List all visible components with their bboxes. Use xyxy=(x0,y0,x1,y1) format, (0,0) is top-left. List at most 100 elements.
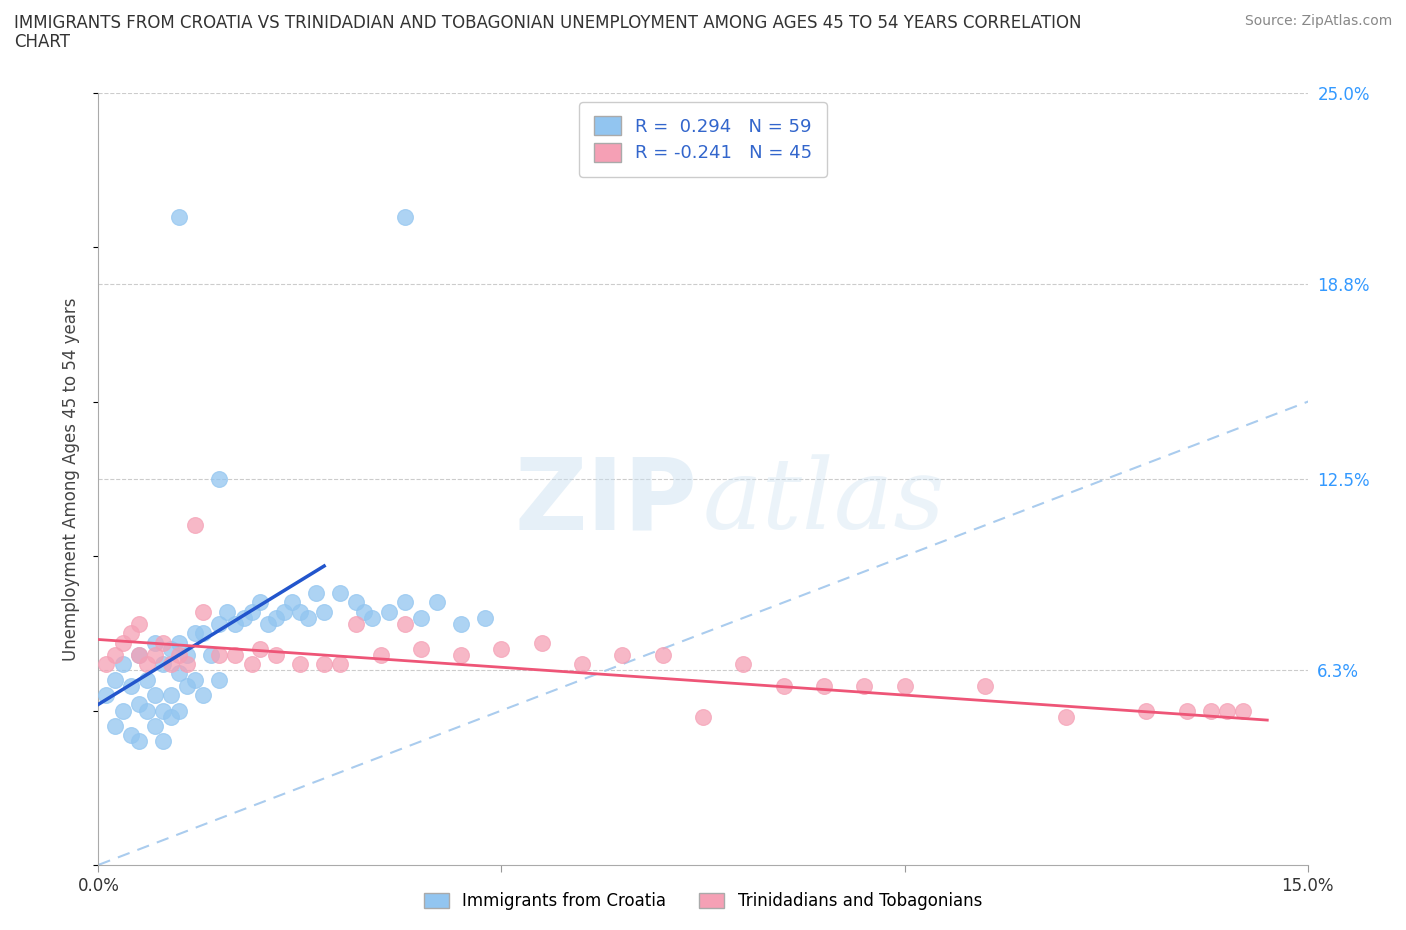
Point xyxy=(450,617,472,631)
Point xyxy=(361,610,384,625)
Point xyxy=(1216,703,1239,718)
Point xyxy=(1199,703,1222,718)
Point xyxy=(474,610,496,625)
Point xyxy=(152,657,174,671)
Point xyxy=(120,626,142,641)
Point xyxy=(96,687,118,702)
Point xyxy=(288,604,311,619)
Point xyxy=(232,610,254,625)
Point xyxy=(733,657,755,671)
Point xyxy=(853,678,876,693)
Point xyxy=(273,604,295,619)
Point xyxy=(1054,710,1077,724)
Point xyxy=(240,657,263,671)
Point xyxy=(152,635,174,650)
Point xyxy=(370,647,392,662)
Point xyxy=(128,734,150,749)
Point xyxy=(217,604,239,619)
Point xyxy=(167,647,190,662)
Point xyxy=(103,719,125,734)
Point xyxy=(491,642,513,657)
Point xyxy=(813,678,835,693)
Point xyxy=(571,657,593,671)
Point xyxy=(612,647,634,662)
Point xyxy=(167,635,190,650)
Point xyxy=(314,657,336,671)
Point xyxy=(256,617,278,631)
Text: IMMIGRANTS FROM CROATIA VS TRINIDADIAN AND TOBAGONIAN UNEMPLOYMENT AMONG AGES 45: IMMIGRANTS FROM CROATIA VS TRINIDADIAN A… xyxy=(14,14,1081,32)
Point xyxy=(193,626,215,641)
Point xyxy=(160,687,183,702)
Point xyxy=(103,672,125,687)
Point xyxy=(120,678,142,693)
Point xyxy=(893,678,915,693)
Point xyxy=(692,710,714,724)
Point xyxy=(651,647,673,662)
Point xyxy=(128,697,150,711)
Point xyxy=(143,719,166,734)
Point xyxy=(974,678,997,693)
Point xyxy=(1232,703,1254,718)
Point xyxy=(344,595,367,610)
Point xyxy=(143,687,166,702)
Text: atlas: atlas xyxy=(703,455,945,550)
Point xyxy=(184,518,207,533)
Point xyxy=(249,595,271,610)
Point xyxy=(329,586,352,601)
Point xyxy=(1135,703,1157,718)
Point xyxy=(152,703,174,718)
Point xyxy=(128,647,150,662)
Point xyxy=(184,672,207,687)
Point xyxy=(193,687,215,702)
Point xyxy=(249,642,271,657)
Point xyxy=(394,617,416,631)
Point xyxy=(193,604,215,619)
Point xyxy=(135,672,157,687)
Point xyxy=(103,647,125,662)
Point xyxy=(111,703,134,718)
Text: ZIP: ZIP xyxy=(515,454,697,551)
Legend: R =  0.294   N = 59, R = -0.241   N = 45: R = 0.294 N = 59, R = -0.241 N = 45 xyxy=(579,102,827,177)
Point xyxy=(152,734,174,749)
Point xyxy=(264,610,287,625)
Point xyxy=(184,626,207,641)
Point xyxy=(128,647,150,662)
Point xyxy=(176,678,198,693)
Point xyxy=(409,642,432,657)
Point xyxy=(176,657,198,671)
Point xyxy=(167,666,190,681)
Point xyxy=(208,472,231,486)
Point xyxy=(96,657,118,671)
Point xyxy=(160,710,183,724)
Point xyxy=(297,610,319,625)
Point xyxy=(264,647,287,662)
Point xyxy=(353,604,375,619)
Point xyxy=(409,610,432,625)
Point xyxy=(329,657,352,671)
Point xyxy=(160,642,183,657)
Point xyxy=(450,647,472,662)
Point xyxy=(111,657,134,671)
Point xyxy=(176,647,198,662)
Point xyxy=(240,604,263,619)
Point xyxy=(135,657,157,671)
Point xyxy=(394,209,416,224)
Point xyxy=(120,728,142,743)
Point xyxy=(208,672,231,687)
Point xyxy=(1175,703,1198,718)
Point xyxy=(160,657,183,671)
Point xyxy=(377,604,399,619)
Point xyxy=(111,635,134,650)
Point xyxy=(394,595,416,610)
Point xyxy=(143,647,166,662)
Text: CHART: CHART xyxy=(14,33,70,50)
Point xyxy=(200,647,222,662)
Point xyxy=(128,617,150,631)
Point xyxy=(314,604,336,619)
Point xyxy=(305,586,328,601)
Point xyxy=(208,647,231,662)
Point xyxy=(208,617,231,631)
Legend: Immigrants from Croatia, Trinidadians and Tobagonians: Immigrants from Croatia, Trinidadians an… xyxy=(418,885,988,917)
Point xyxy=(344,617,367,631)
Point xyxy=(143,635,166,650)
